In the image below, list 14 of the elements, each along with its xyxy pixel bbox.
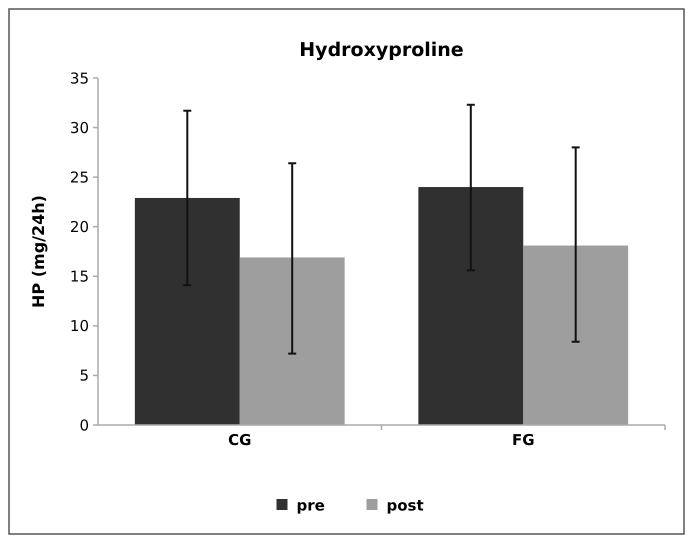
y-tick-label: 10 xyxy=(70,317,89,336)
y-tick-label: 0 xyxy=(79,416,89,434)
chart-title: Hydroxyproline xyxy=(299,39,464,61)
y-tick-label: 20 xyxy=(70,218,89,236)
y-tick-label: 15 xyxy=(70,268,89,286)
x-tick-label: CG xyxy=(228,431,252,449)
y-tick-label: 30 xyxy=(70,118,89,137)
y-tick-label: 25 xyxy=(70,168,89,186)
x-tick-label: FG xyxy=(512,431,535,449)
y-tick-label: 5 xyxy=(79,366,89,385)
y-axis-title: HP (mg/24h) xyxy=(29,195,48,308)
legend-label: pre xyxy=(296,496,325,514)
legend-label: post xyxy=(386,496,424,514)
y-tick-label: 35 xyxy=(70,69,89,88)
